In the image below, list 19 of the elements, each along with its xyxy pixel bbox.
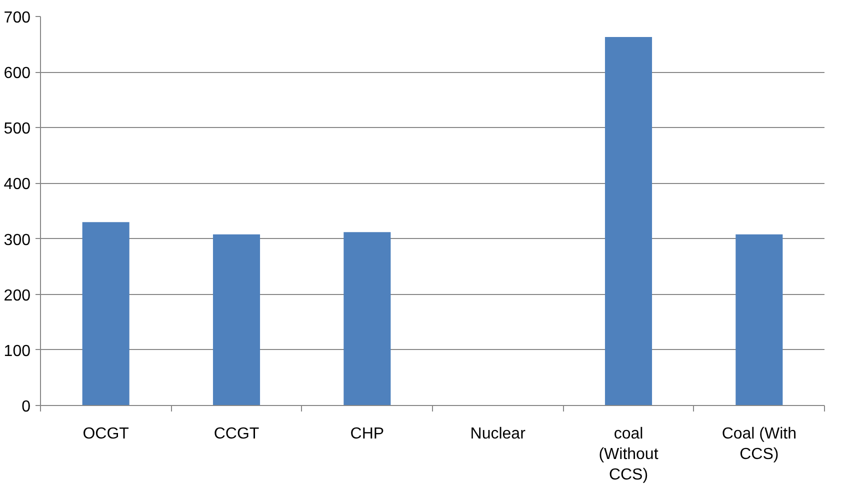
x-tick-label: Nuclear: [470, 426, 526, 442]
y-tick-label: 200: [4, 287, 31, 304]
y-tick-label: 0: [22, 398, 31, 416]
y-tick-label: 300: [4, 232, 31, 249]
y-tick-label: 400: [4, 176, 31, 194]
bar: [736, 234, 783, 406]
bar: [344, 232, 391, 406]
x-tick-label: CHP: [350, 426, 384, 442]
x-tick-label: CCGT: [214, 426, 260, 442]
x-tick-label: OCGT: [82, 426, 130, 442]
x-tick-label: coal (Without CCS): [598, 426, 659, 484]
y-tick-label: 600: [4, 65, 31, 82]
y-tick-label: 100: [4, 342, 31, 360]
bar: [604, 37, 652, 406]
bar: [82, 222, 130, 406]
y-tick-label: 700: [4, 10, 31, 26]
x-tick-label: Coal (With CCS): [722, 426, 797, 463]
bar: [212, 234, 260, 406]
y-tick-label: 500: [4, 120, 31, 138]
